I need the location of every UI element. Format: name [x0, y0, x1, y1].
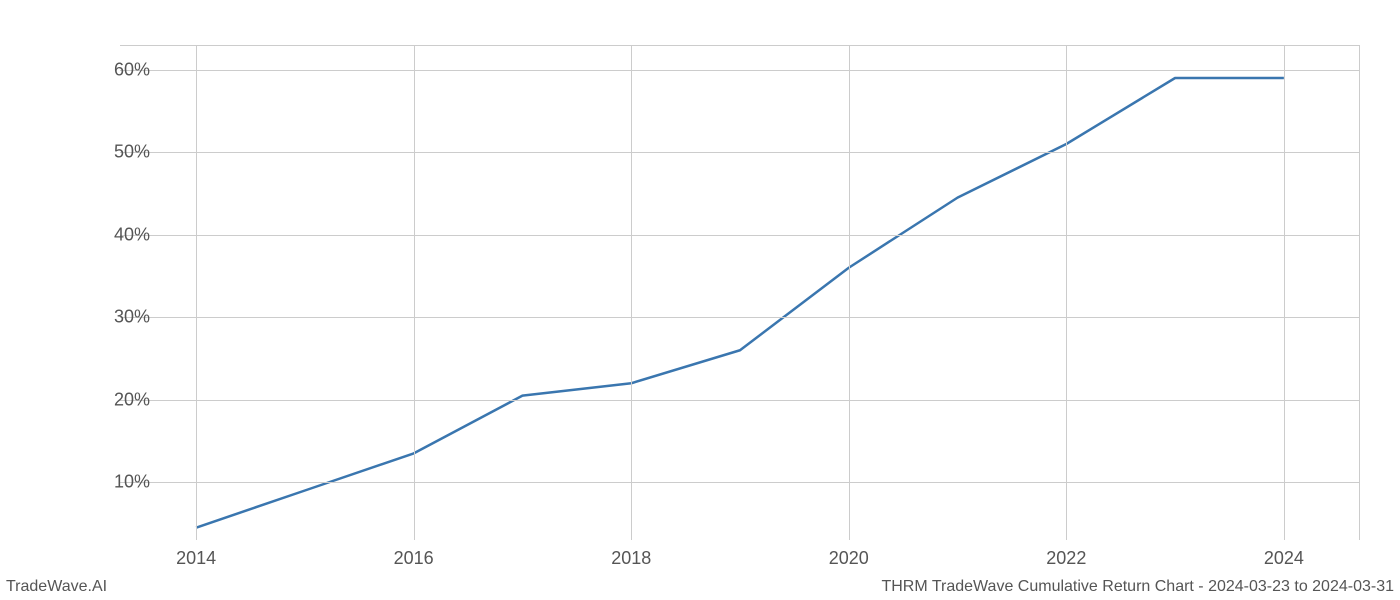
x-axis-tick-label: 2020 [829, 548, 869, 569]
chart-plot-area [120, 45, 1360, 540]
x-axis-tick-label: 2022 [1046, 548, 1086, 569]
y-axis-tick-label: 60% [90, 59, 150, 80]
grid-line-vertical [1066, 45, 1067, 540]
x-axis-tick-label: 2016 [394, 548, 434, 569]
x-axis-tick-label: 2018 [611, 548, 651, 569]
y-axis-tick-label: 20% [90, 389, 150, 410]
grid-line-horizontal [120, 70, 1360, 71]
grid-line-horizontal [120, 317, 1360, 318]
grid-line-vertical [631, 45, 632, 540]
series-line [196, 78, 1284, 528]
y-axis-tick-label: 40% [90, 224, 150, 245]
grid-line-horizontal [120, 235, 1360, 236]
x-axis-tick-label: 2024 [1264, 548, 1304, 569]
line-series-svg [120, 45, 1360, 540]
y-axis-tick-label: 10% [90, 472, 150, 493]
grid-line-vertical [196, 45, 197, 540]
grid-line-horizontal [120, 152, 1360, 153]
x-axis-tick-label: 2014 [176, 548, 216, 569]
grid-line-horizontal [120, 482, 1360, 483]
y-axis-tick-label: 30% [90, 307, 150, 328]
grid-line-vertical [414, 45, 415, 540]
grid-line-vertical [1284, 45, 1285, 540]
footer-right-text: THRM TradeWave Cumulative Return Chart -… [881, 578, 1394, 596]
grid-line-vertical [849, 45, 850, 540]
y-axis-tick-label: 50% [90, 142, 150, 163]
grid-line-horizontal [120, 400, 1360, 401]
footer-left-text: TradeWave.AI [6, 578, 107, 596]
